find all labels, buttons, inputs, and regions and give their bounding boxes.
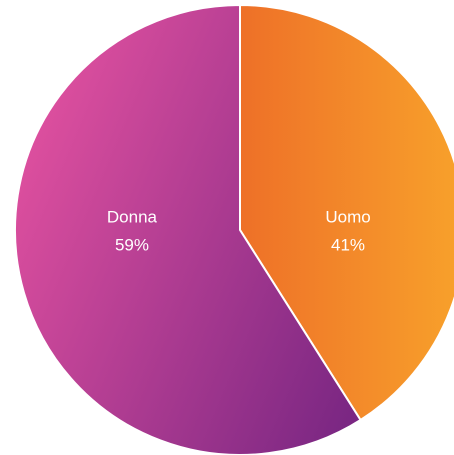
pie-slice [239, 3, 454, 422]
slice-value-label: 41% [331, 235, 365, 254]
slice-label: Uomo [325, 207, 370, 226]
slice-value-label: 59% [115, 235, 149, 254]
slice-label: Donna [107, 207, 158, 226]
